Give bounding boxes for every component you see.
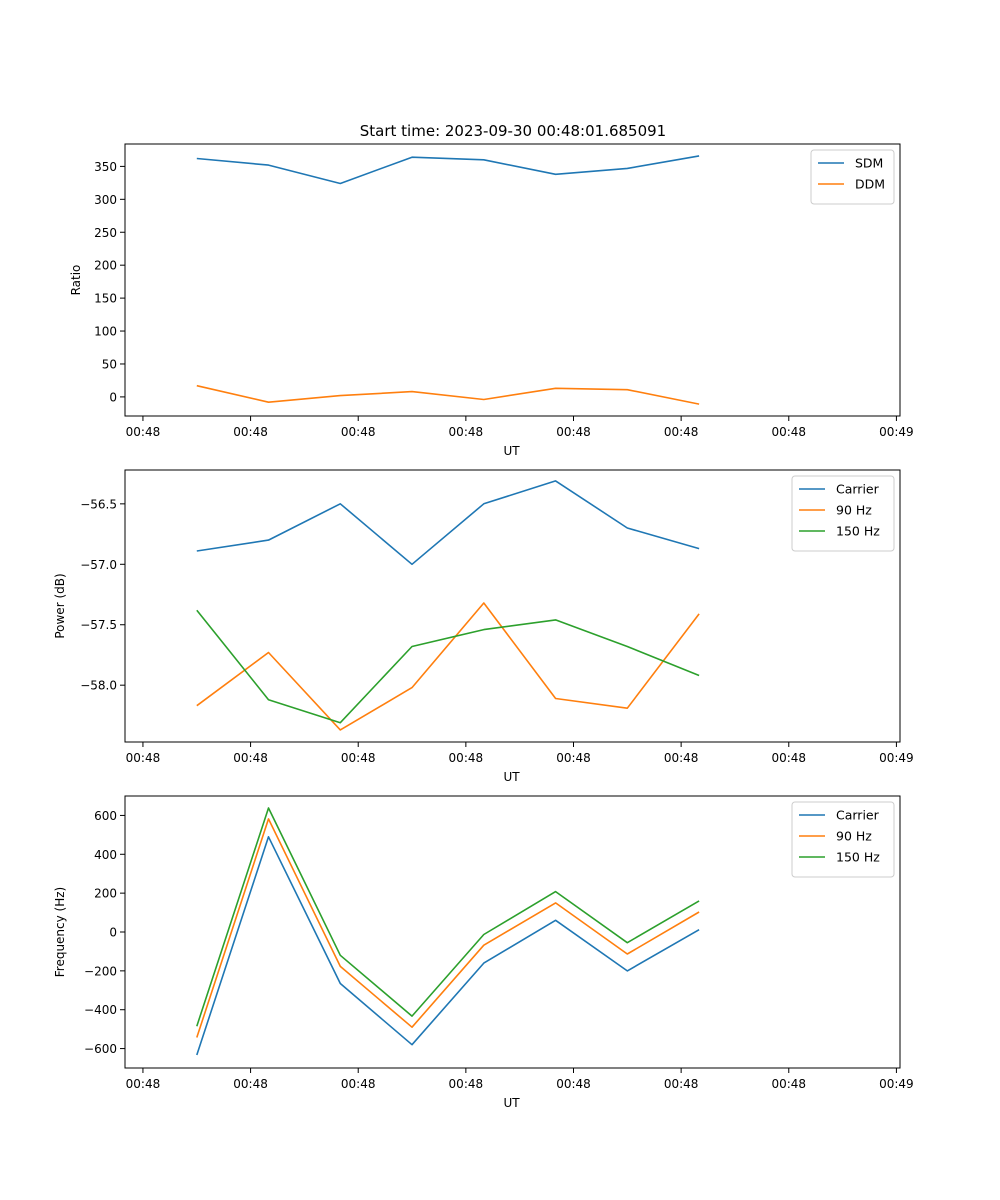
ratio-x-tick-label: 00:48 — [556, 425, 591, 439]
frequency-y-tick-label: 200 — [94, 887, 117, 901]
power-x-tick-label: 00:48 — [341, 751, 376, 765]
power-y-axis-label: Power (dB) — [53, 573, 67, 638]
power-y-tick-label: −56.5 — [80, 497, 117, 511]
power-legend-label-150-hz: 150 Hz — [836, 524, 880, 539]
power-x-tick-label: 00:48 — [126, 751, 161, 765]
power-y-tick-label: −57.5 — [80, 618, 117, 632]
ratio-x-tick-label: 00:48 — [771, 425, 806, 439]
power-series-line-90-hz — [196, 602, 700, 731]
frequency-series-line-90-hz — [196, 818, 700, 1038]
frequency-x-tick-label: 00:48 — [664, 1077, 699, 1091]
frequency-axes-frame — [124, 795, 901, 1069]
ratio-legend-label-sdm: SDM — [855, 156, 883, 171]
ratio-y-tick-label: 350 — [94, 160, 117, 174]
ratio-panel: 00:48 00:48 00:48 00:48 00:48 00:48 00:48 00:49… — [69, 143, 914, 458]
ratio-y-tick-label: 0 — [109, 390, 117, 404]
frequency-x-axis-label: UT — [503, 1096, 520, 1110]
ratio-x-tick-label: 00:49 — [879, 425, 914, 439]
ratio-x-tick-label: 00:48 — [233, 425, 268, 439]
figure-title: Start time: 2023-09-30 00:48:01.685091 — [360, 122, 666, 140]
frequency-y-tick-label: −600 — [84, 1042, 117, 1056]
power-x-tick-label: 00:48 — [771, 751, 806, 765]
frequency-series-line-carrier — [196, 835, 700, 1056]
power-y-tick-label: −57.0 — [80, 558, 117, 572]
power-x-tick-label: 00:48 — [233, 751, 268, 765]
ratio-y-axis-label: Ratio — [69, 265, 83, 296]
ratio-y-tick-label: 250 — [94, 226, 117, 240]
frequency-legend-box — [791, 801, 895, 878]
power-panel: 00:48 00:48 00:48 00:48 00:48 00:48 00:48 00:49… — [53, 469, 914, 784]
frequency-y-tick-label: −200 — [84, 964, 117, 978]
power-legend: Carrier 90 Hz 150 Hz — [791, 475, 895, 552]
ratio-x-axis-label: UT — [503, 444, 520, 458]
frequency-legend-label-90-hz: 90 Hz — [836, 829, 872, 844]
power-y-tick-label: −58.0 — [80, 679, 117, 693]
power-x-tick-label: 00:48 — [556, 751, 591, 765]
ratio-y-tick-label: 200 — [94, 259, 117, 273]
frequency-panel: 00:48 00:48 00:48 00:48 00:48 00:48 00:48 00:49… — [53, 795, 914, 1110]
ratio-series-line-sdm — [196, 155, 700, 185]
power-x-tick-label: 00:48 — [664, 751, 699, 765]
power-series-line-carrier — [196, 480, 700, 566]
frequency-legend-label-150-hz: 150 Hz — [836, 850, 880, 865]
ratio-legend-label-ddm: DDM — [855, 177, 885, 192]
ratio-x-tick-label: 00:48 — [126, 425, 161, 439]
frequency-x-tick-label: 00:48 — [771, 1077, 806, 1091]
frequency-x-tick-label: 00:48 — [233, 1077, 268, 1091]
frequency-legend-label-carrier: Carrier — [836, 808, 880, 823]
frequency-x-tick-label: 00:49 — [879, 1077, 914, 1091]
power-legend-label-carrier: Carrier — [836, 482, 880, 497]
ratio-x-tick-label: 00:48 — [664, 425, 699, 439]
ratio-y-tick-label: 50 — [102, 357, 117, 371]
ratio-y-tick-label: 150 — [94, 292, 117, 306]
power-legend-label-90-hz: 90 Hz — [836, 503, 872, 518]
frequency-x-tick-label: 00:48 — [449, 1077, 484, 1091]
power-x-tick-label: 00:48 — [449, 751, 484, 765]
ratio-legend: SDM DDM — [810, 149, 895, 205]
frequency-y-tick-label: −400 — [84, 1003, 117, 1017]
power-series-line-150-hz — [196, 609, 700, 724]
frequency-series-line-150-hz — [196, 807, 700, 1027]
frequency-x-tick-label: 00:48 — [341, 1077, 376, 1091]
ratio-x-tick-label: 00:48 — [341, 425, 376, 439]
ratio-x-tick-label: 00:48 — [449, 425, 484, 439]
frequency-legend: Carrier 90 Hz 150 Hz — [791, 801, 895, 878]
ratio-y-tick-label: 300 — [94, 193, 117, 207]
ratio-axes-frame — [124, 143, 901, 417]
ratio-series-line-ddm — [196, 384, 700, 405]
frequency-x-tick-label: 00:48 — [556, 1077, 591, 1091]
power-x-tick-label: 00:49 — [879, 751, 914, 765]
power-axes-frame — [124, 469, 901, 743]
frequency-y-tick-label: 0 — [109, 926, 117, 940]
power-legend-box — [791, 475, 895, 552]
power-x-axis-label: UT — [503, 770, 520, 784]
frequency-y-axis-label: Frequency (Hz) — [53, 887, 67, 978]
frequency-x-tick-label: 00:48 — [126, 1077, 161, 1091]
ratio-y-tick-label: 100 — [94, 325, 117, 339]
frequency-y-tick-label: 400 — [94, 848, 117, 862]
frequency-y-tick-label: 600 — [94, 809, 117, 823]
